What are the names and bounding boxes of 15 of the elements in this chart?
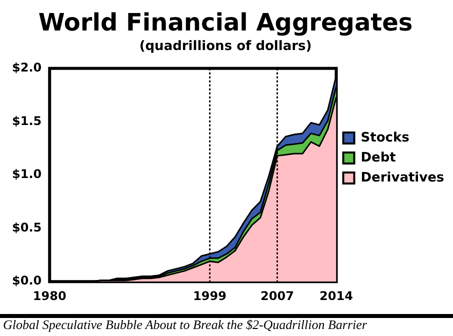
legend-label: Derivatives (360, 170, 444, 186)
y-tick-label: $2.0 (12, 60, 42, 75)
legend-label: Stocks (360, 130, 410, 146)
y-tick-label: $1.0 (12, 167, 42, 182)
x-tick-label: 1980 (32, 288, 66, 303)
y-tick-label: $1.5 (12, 114, 42, 128)
chart-subtitle: (quadrillions of dollars) (139, 38, 312, 54)
text: Global Speculative Bubble About to Break the $2-Quadrillion Barrier (2, 317, 368, 332)
y-tick-label: $0.0 (12, 274, 42, 288)
chart-title: World Financial Aggregates (38, 8, 413, 37)
x-tick-label: 1999 (193, 288, 226, 303)
y-tick-label: $0.5 (12, 220, 42, 234)
x-tick-label: 2007 (260, 288, 294, 303)
x-tick-label: 2014 (320, 288, 353, 303)
legend-label: Debt (360, 150, 396, 166)
